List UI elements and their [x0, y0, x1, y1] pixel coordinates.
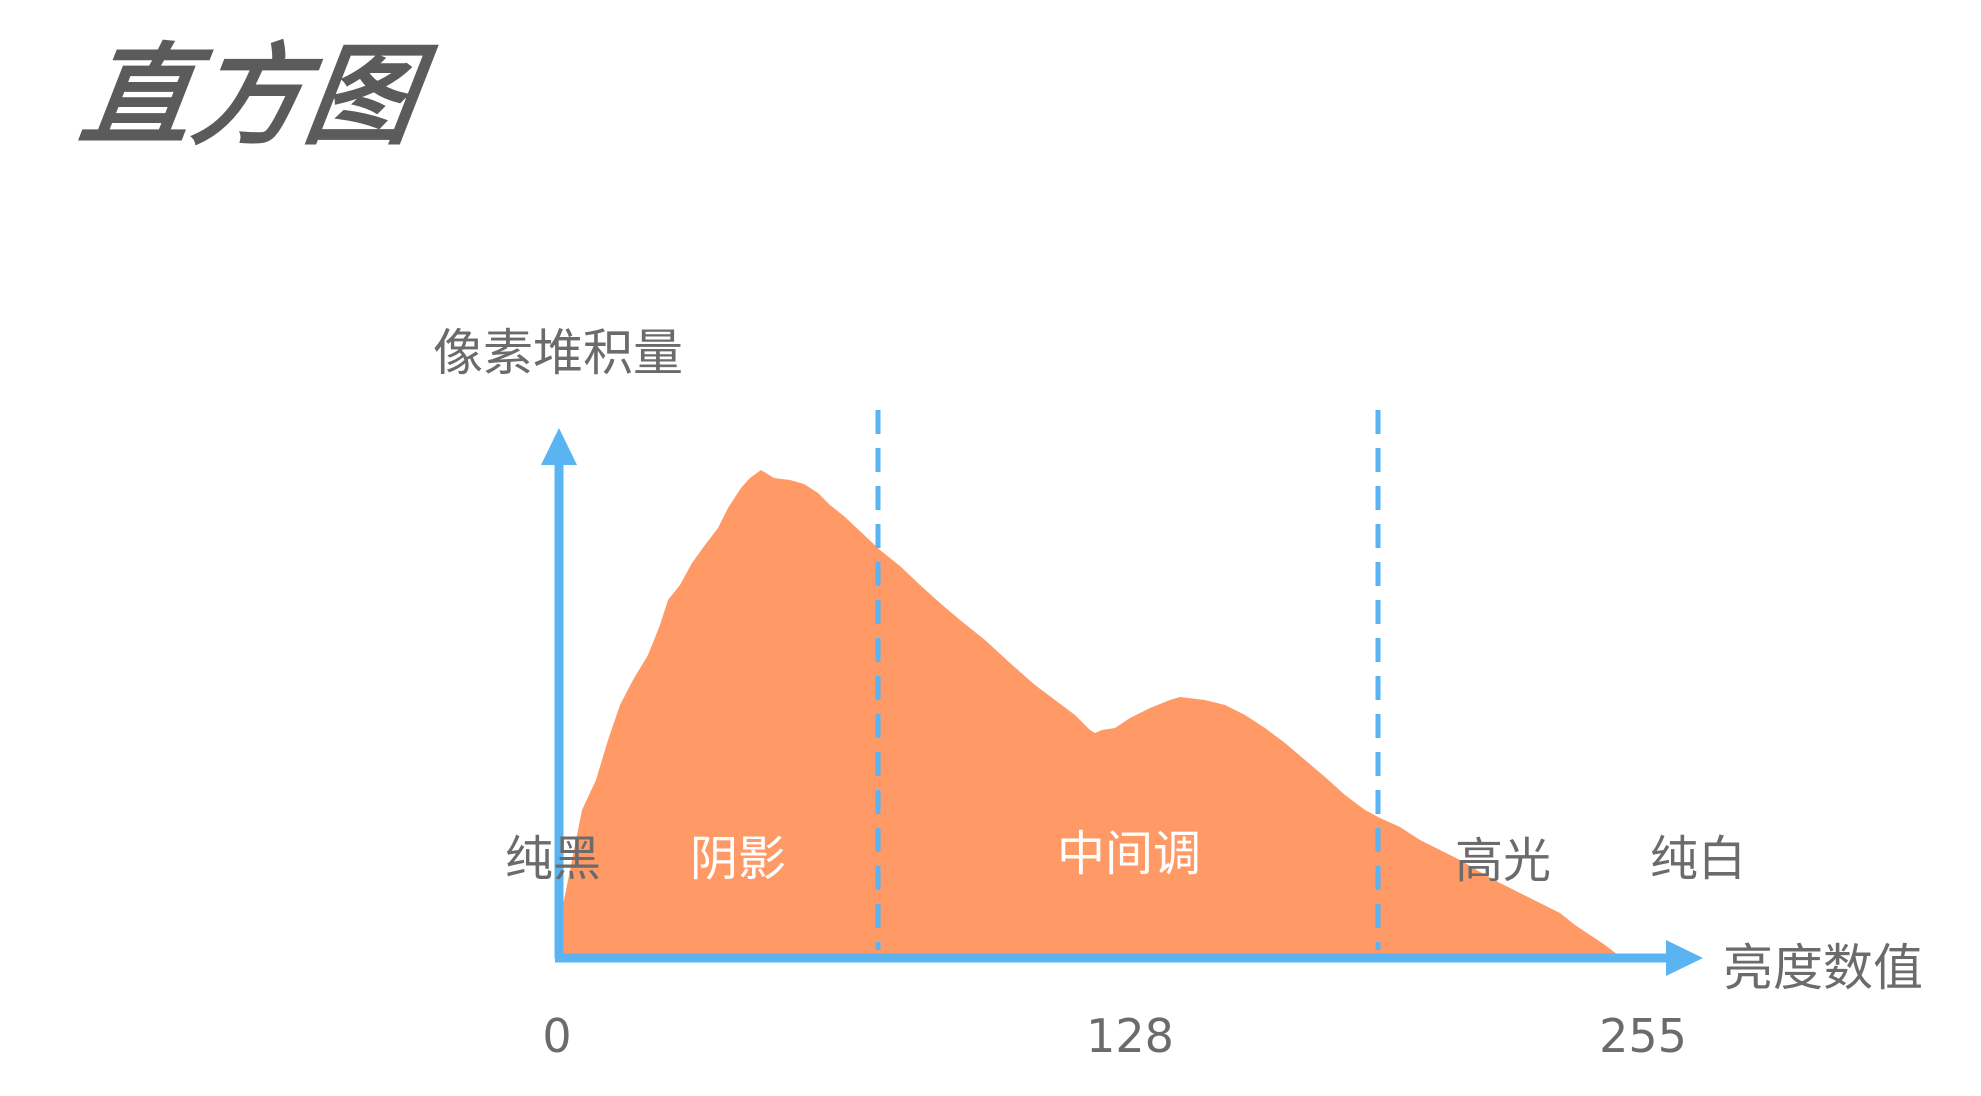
histogram-area	[560, 470, 1618, 955]
x-axis-label: 亮度数值	[1723, 939, 1923, 997]
y-axis-label: 像素堆积量	[433, 324, 683, 382]
zone-label-shadows: 阴影	[690, 831, 786, 887]
tick-label-max: 255	[1599, 1009, 1687, 1063]
zone-label-midtones: 中间调	[1057, 826, 1201, 882]
tick-label-min: 0	[542, 1009, 571, 1063]
zone-label-pure-black: 纯黑	[505, 831, 601, 887]
x-axis-arrow-icon	[1666, 940, 1703, 976]
zone-label-pure-white: 纯白	[1650, 831, 1746, 887]
y-axis-arrow-icon	[541, 428, 577, 465]
zone-label-highlights: 高光	[1455, 833, 1551, 889]
tick-label-mid: 128	[1086, 1009, 1174, 1063]
